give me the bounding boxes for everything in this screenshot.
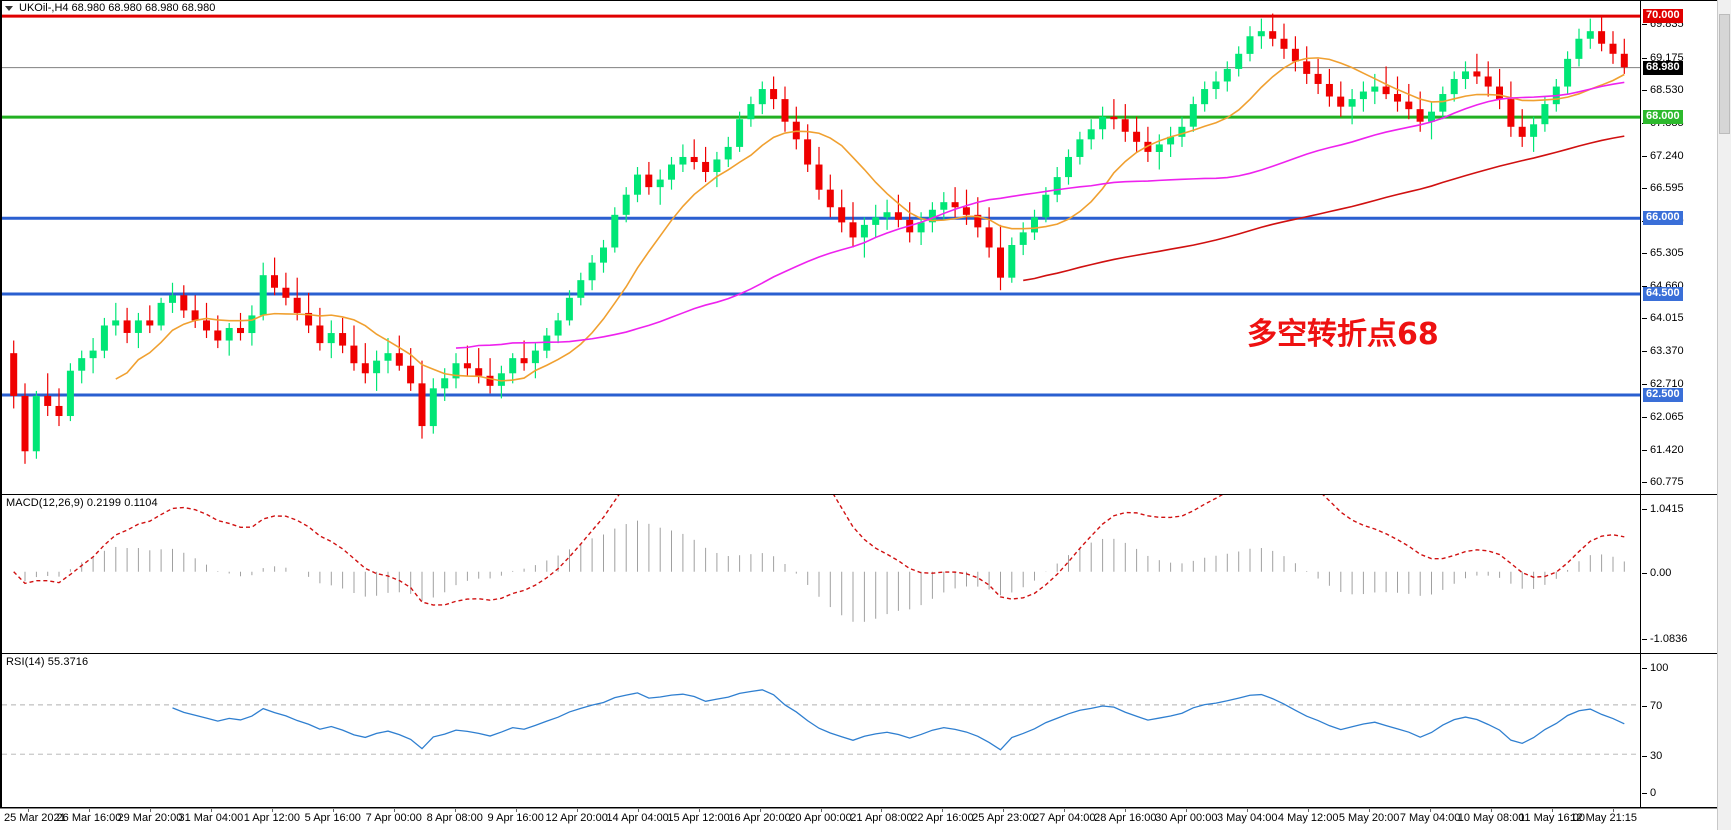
date-tick-label: 20 Apr 00:00 (789, 812, 852, 824)
date-tick-label: 8 Apr 08:00 (426, 812, 483, 824)
date-tick (881, 809, 883, 812)
date-tick-label: 9 Apr 16:00 (487, 812, 544, 824)
date-tick (1430, 809, 1432, 812)
date-tick (1247, 809, 1249, 812)
date-tick-label: 7 May 04:00 (1399, 812, 1461, 824)
macd-series (13, 495, 1625, 622)
price-tick-label: 60.775 (1641, 476, 1684, 488)
rsi-plot-area[interactable] (0, 654, 1641, 807)
price-tick-label: 68.530 (1641, 84, 1684, 96)
date-tick (1308, 809, 1310, 812)
date-tick (576, 809, 578, 812)
rsi-tick-label: 30 (1641, 750, 1662, 762)
date-tick-label: 11 May 16:00 (1519, 812, 1585, 824)
date-tick-label: 14 Apr 04:00 (606, 812, 669, 824)
date-tick (1186, 809, 1188, 812)
date-tick (759, 809, 761, 812)
date-tick-label: 25 Apr 23:00 (972, 812, 1035, 824)
price-axis[interactable]: 69.83569.17568.53067.88567.24066.59565.9… (1641, 1, 1717, 494)
rsi-label: RSI(14) 55.3716 (6, 656, 89, 668)
date-tick-label: 25 Mar 2021 (4, 812, 66, 824)
rsi-tick-label: 0 (1641, 787, 1656, 799)
date-tick (820, 809, 822, 812)
date-tick-label: 3 May 04:00 (1216, 812, 1278, 824)
rsi-tick-label: 70 (1641, 700, 1662, 712)
date-tick (332, 809, 334, 812)
date-tick (637, 809, 639, 812)
symbol-ohlc-label: UKOil-,H4 68.980 68.980 68.980 68.980 (19, 2, 216, 14)
price-tick-label: 65.305 (1641, 247, 1684, 259)
price-level-badge[interactable]: 70.000 (1643, 9, 1683, 24)
date-tick (1369, 809, 1371, 812)
price-tick-label: 66.595 (1641, 182, 1684, 194)
macd-axis[interactable]: 1.0415 0.00 -1.0836 (1641, 495, 1717, 653)
macd-tick-label: 0.00 (1641, 567, 1671, 579)
date-tick-label: 30 Apr 00:00 (1155, 812, 1218, 824)
price-plot-area[interactable]: 多空转折点68 (0, 1, 1641, 494)
price-level-badge[interactable]: 68.000 (1643, 110, 1683, 125)
chart-title-bar: UKOil-,H4 68.980 68.980 68.980 68.980 (0, 0, 1731, 16)
date-tick (393, 809, 395, 812)
date-tick-label: 26 Mar 16:00 (56, 812, 122, 824)
date-tick-label: 5 May 20:00 (1338, 812, 1400, 824)
date-tick-label: 27 Apr 04:00 (1033, 812, 1096, 824)
date-tick-label: 21 Apr 08:00 (850, 812, 913, 824)
date-tick (942, 809, 944, 812)
date-tick (454, 809, 456, 812)
rsi-series (2, 689, 1640, 755)
macd-indicator-panel[interactable]: MACD(12,26,9) 0.2199 0.1104 1.0415 0.00 -1… (0, 494, 1717, 654)
price-tick-label: 63.370 (1641, 345, 1684, 357)
date-tick-label: 12 May 21:15 (1570, 812, 1637, 824)
date-tick (1125, 809, 1127, 812)
date-tick (515, 809, 517, 812)
date-tick-label: 10 May 08:00 (1457, 812, 1525, 824)
date-tick-label: 12 Apr 20:00 (545, 812, 608, 824)
macd-tick-label: -1.0836 (1641, 633, 1687, 645)
vertical-scrollbar[interactable] (1717, 0, 1731, 830)
date-tick (1613, 809, 1614, 812)
rsi-indicator-panel[interactable]: RSI(14) 55.3716 100 70 30 0 (0, 653, 1717, 808)
scrollbar-thumb[interactable] (1719, 14, 1730, 134)
date-tick-label: 22 Apr 16:00 (911, 812, 974, 824)
date-tick (271, 809, 273, 812)
price-level-badge[interactable]: 64.500 (1643, 286, 1683, 301)
date-tick (88, 809, 90, 812)
date-tick (1491, 809, 1493, 812)
price-tick-label: 67.240 (1641, 150, 1684, 162)
date-tick-label: 28 Apr 16:00 (1094, 812, 1157, 824)
date-tick-label: 29 Mar 20:00 (117, 812, 183, 824)
date-tick (1064, 809, 1066, 812)
price-tick-label: 62.710 (1641, 378, 1684, 390)
date-tick-label: 31 Mar 04:00 (178, 812, 244, 824)
macd-tick-label: 1.0415 (1641, 503, 1684, 515)
date-tick (698, 809, 700, 812)
macd-label: MACD(12,26,9) 0.2199 0.1104 (6, 497, 158, 509)
date-axis[interactable]: 25 Mar 2021 26 Mar 16:00 29 Mar 20:00 31 Ma… (0, 808, 1717, 828)
price-tick-label: 64.015 (1641, 312, 1684, 324)
price-level-badge[interactable]: 62.500 (1643, 387, 1683, 402)
date-tick-label: 4 May 12:00 (1277, 812, 1339, 824)
date-tick-label: 7 Apr 00:00 (365, 812, 422, 824)
date-tick (149, 809, 151, 812)
date-tick (210, 809, 212, 812)
date-tick-label: 1 Apr 12:00 (243, 812, 300, 824)
macd-plot-area[interactable] (0, 495, 1641, 653)
date-tick-label: 16 Apr 20:00 (728, 812, 791, 824)
date-tick-label: 15 Apr 12:00 (667, 812, 730, 824)
date-tick (1552, 809, 1554, 812)
price-tick-label: 62.065 (1641, 411, 1684, 423)
rsi-axis[interactable]: 100 70 30 0 (1641, 654, 1717, 807)
rsi-tick-label: 100 (1641, 662, 1668, 674)
price-level-badge[interactable]: 68.980 (1643, 60, 1683, 75)
price-level-lines (2, 14, 1640, 397)
date-tick-label: 5 Apr 16:00 (304, 812, 361, 824)
chart-annotation-text: 多空转折点68 (1247, 317, 1439, 352)
date-tick (28, 809, 29, 812)
chevron-down-icon[interactable] (5, 5, 13, 11)
price-tick-label: 61.420 (1641, 444, 1684, 456)
price-level-badge[interactable]: 66.000 (1643, 211, 1683, 226)
date-tick (1003, 809, 1005, 812)
price-chart-panel[interactable]: 多空转折点68 69.83569.17568.53067.88567.24066… (0, 0, 1717, 495)
